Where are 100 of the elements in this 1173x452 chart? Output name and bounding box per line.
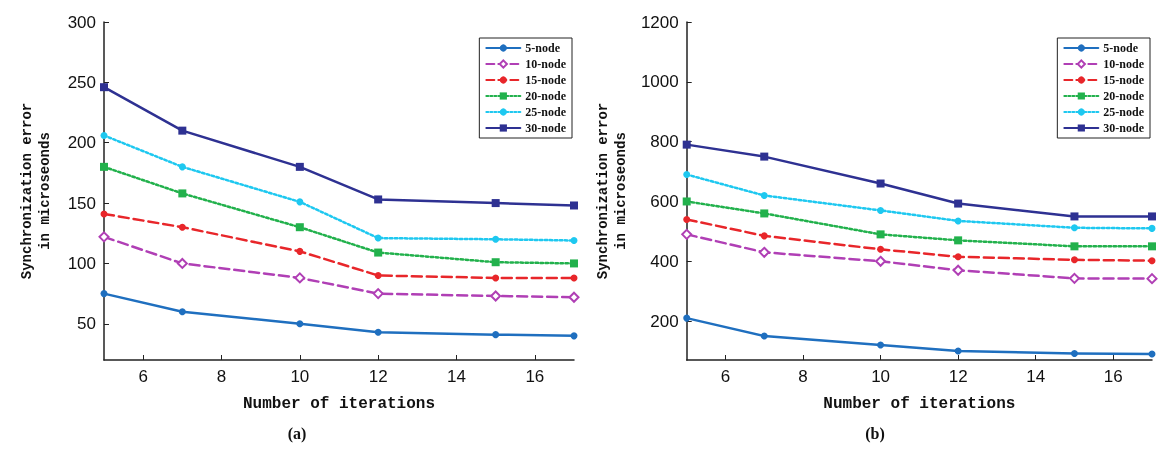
point xyxy=(374,195,383,204)
legend-label: 20-node xyxy=(1103,89,1145,103)
x-tick-label: 8 xyxy=(216,367,227,386)
point xyxy=(294,272,306,284)
point xyxy=(1146,273,1158,285)
y-tick-label: 800 xyxy=(650,132,679,152)
point xyxy=(1070,242,1079,251)
point xyxy=(758,246,770,258)
point xyxy=(570,259,578,268)
point xyxy=(374,272,382,279)
legend-label: 25-node xyxy=(1103,105,1145,119)
point xyxy=(374,328,382,336)
point xyxy=(1148,224,1156,232)
point xyxy=(954,253,962,261)
x-tick-label: 6 xyxy=(720,367,731,386)
point xyxy=(875,255,887,267)
point xyxy=(760,209,769,218)
point xyxy=(876,179,885,188)
legend-label: 10-node xyxy=(525,57,567,71)
x-tick-label: 6 xyxy=(138,367,148,386)
point xyxy=(1070,349,1078,357)
point xyxy=(570,201,578,210)
point xyxy=(100,162,108,171)
point xyxy=(295,223,304,232)
y-tick-label: 600 xyxy=(650,191,679,211)
point xyxy=(760,191,768,199)
point xyxy=(683,314,691,322)
text: (b) xyxy=(865,424,885,443)
point xyxy=(954,217,962,225)
y-tick-label: 150 xyxy=(67,193,96,213)
x-tick-label: 14 xyxy=(447,367,466,386)
point xyxy=(100,83,108,92)
legend-label: 10-node xyxy=(1103,57,1145,71)
y-tick-label: 250 xyxy=(67,72,96,92)
point xyxy=(877,341,885,349)
point xyxy=(682,197,691,206)
point xyxy=(100,290,108,298)
point xyxy=(491,199,500,208)
point xyxy=(760,232,768,240)
point xyxy=(1070,224,1078,232)
point xyxy=(952,264,964,276)
point xyxy=(1148,257,1156,265)
legend-label: 5-node xyxy=(1103,41,1139,55)
point xyxy=(490,290,502,302)
x-tick-label: 10 xyxy=(871,367,891,386)
y-tick-label: 400 xyxy=(650,251,679,271)
point xyxy=(98,231,110,243)
point xyxy=(1070,256,1078,264)
legend-label: 15-node xyxy=(525,73,567,87)
point xyxy=(1148,242,1156,251)
point xyxy=(954,199,963,208)
point xyxy=(492,274,500,282)
point xyxy=(1068,272,1080,284)
x-axis-title: Number of iterations xyxy=(823,395,1016,413)
point xyxy=(374,234,382,242)
y-tick-label: 1200 xyxy=(640,12,679,32)
legend-label: 25-node xyxy=(525,105,567,119)
point xyxy=(374,248,383,257)
text: (a) xyxy=(287,424,307,443)
x-tick-label: 8 xyxy=(798,367,808,386)
x-tick-label: 12 xyxy=(948,367,968,386)
legend-label: 20-node xyxy=(525,89,567,103)
point xyxy=(877,206,885,214)
point xyxy=(295,162,304,171)
point xyxy=(296,247,304,255)
x-tick-label: 12 xyxy=(368,367,388,386)
point xyxy=(178,163,186,171)
x-tick-label: 10 xyxy=(290,367,310,386)
x-tick-label: 14 xyxy=(1026,367,1046,386)
point xyxy=(683,171,691,179)
point xyxy=(568,291,580,303)
point xyxy=(954,236,963,245)
point xyxy=(682,140,691,149)
point xyxy=(760,332,768,340)
x-tick-label: 16 xyxy=(1103,367,1123,386)
legend-label: 5-node xyxy=(525,41,561,55)
point xyxy=(100,131,108,139)
x-axis-title: Number of iterations xyxy=(242,395,436,413)
point xyxy=(760,152,769,161)
point xyxy=(492,331,500,339)
legend-label: 30-node xyxy=(525,121,567,135)
y-tick-label: 100 xyxy=(67,253,96,273)
point xyxy=(176,257,188,269)
point xyxy=(877,245,885,253)
point xyxy=(372,288,384,300)
y-tick-label: 200 xyxy=(650,311,679,331)
legend-label: 15-node xyxy=(1103,73,1145,87)
point xyxy=(681,228,693,240)
y-axis-title: Synchronization error in microseonds xyxy=(19,102,53,280)
y-tick-label: 1000 xyxy=(640,72,679,92)
point xyxy=(570,236,578,244)
point xyxy=(1148,212,1156,221)
point xyxy=(178,308,186,316)
y-tick-label: 50 xyxy=(77,314,96,334)
y-tick-label: 200 xyxy=(67,133,96,153)
point xyxy=(876,230,885,239)
point xyxy=(178,223,186,231)
legend-label: 30-node xyxy=(1103,121,1145,135)
point xyxy=(296,198,304,206)
point xyxy=(491,258,500,267)
